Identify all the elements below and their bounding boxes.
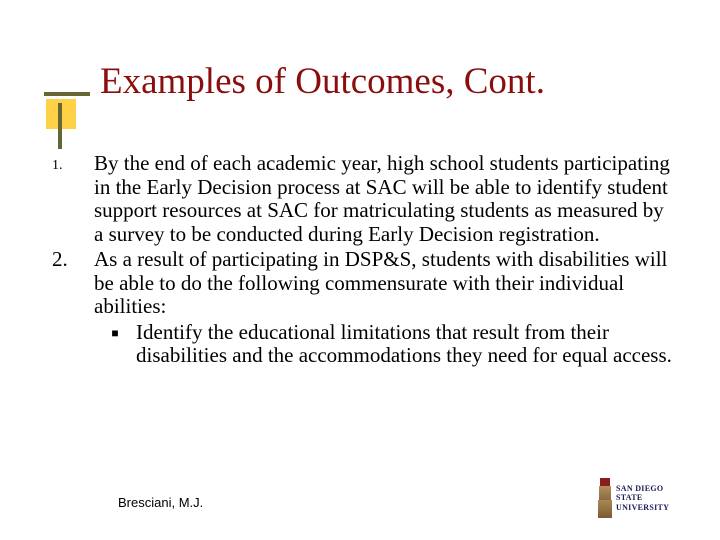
- footer-author: Bresciani, M.J.: [118, 495, 203, 510]
- list-text: As a result of participating in DSP&S, s…: [94, 248, 672, 319]
- list-item: 2. As a result of participating in DSP&S…: [52, 248, 672, 319]
- list-number: 1.: [52, 152, 94, 246]
- university-logo: SAN DIEGO STATE UNIVERSITY: [598, 476, 688, 520]
- logo-tower-icon: [598, 478, 612, 518]
- logo-line-1: SAN DIEGO STATE: [616, 484, 688, 502]
- logo-line-2: UNIVERSITY: [616, 503, 688, 512]
- slide-body: 1. By the end of each academic year, hig…: [52, 152, 672, 368]
- slide: Examples of Outcomes, Cont. 1. By the en…: [0, 0, 720, 540]
- accent-bar-vertical: [58, 103, 62, 149]
- sub-list-item: ■ Identify the educational limitations t…: [94, 321, 672, 368]
- logo-text: SAN DIEGO STATE UNIVERSITY: [616, 484, 688, 512]
- list-item: 1. By the end of each academic year, hig…: [52, 152, 672, 246]
- list-number: 2.: [52, 248, 94, 319]
- list-text: By the end of each academic year, high s…: [94, 152, 672, 246]
- slide-title: Examples of Outcomes, Cont.: [100, 60, 545, 103]
- accent-bar-horizontal: [44, 92, 90, 96]
- sub-list-text: Identify the educational limitations tha…: [136, 321, 672, 368]
- square-bullet-icon: ■: [94, 321, 136, 368]
